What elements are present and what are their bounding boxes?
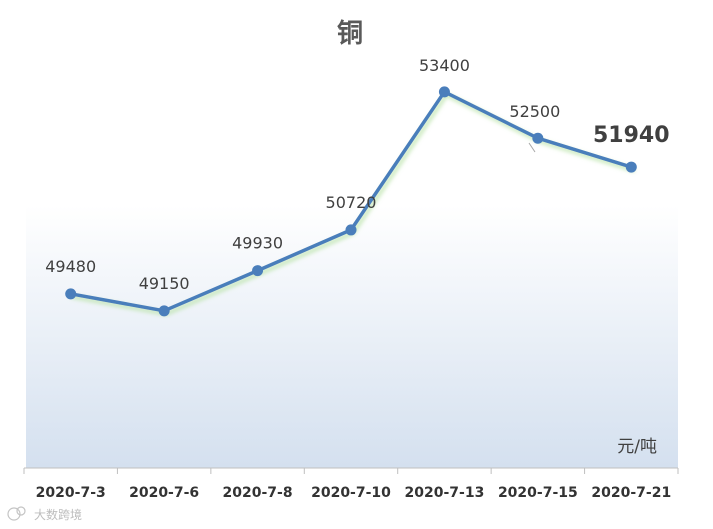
watermark-text: 大数跨境 bbox=[34, 507, 82, 522]
x-axis-labels: 2020-7-3 2020-7-6 2020-7-8 2020-7-10 2020-7-… bbox=[36, 485, 672, 501]
x-tick-label: 2020-7-6 bbox=[129, 485, 199, 501]
unit-label: 元/吨 bbox=[617, 437, 657, 457]
x-axis-ticks bbox=[23, 468, 679, 474]
x-tick-label: 2020-7-21 bbox=[591, 485, 671, 501]
data-point bbox=[252, 265, 264, 277]
data-point bbox=[158, 305, 170, 317]
leader-line bbox=[528, 142, 536, 153]
data-label: 49930 bbox=[232, 234, 283, 253]
data-point bbox=[438, 86, 450, 98]
plot-background bbox=[26, 30, 678, 468]
x-tick-label: 2020-7-13 bbox=[405, 485, 485, 501]
data-point bbox=[625, 161, 637, 173]
data-labels: 49480 49150 49930 50720 53400 52500 51940 bbox=[45, 56, 669, 293]
data-label: 52500 bbox=[509, 102, 560, 121]
data-label: 51940 bbox=[593, 123, 670, 148]
data-point bbox=[532, 132, 544, 144]
x-tick-label: 2020-7-15 bbox=[498, 485, 578, 501]
x-tick-label: 2020-7-10 bbox=[311, 485, 391, 501]
data-point bbox=[345, 224, 357, 236]
x-tick-label: 2020-7-3 bbox=[36, 485, 106, 501]
data-point bbox=[65, 288, 77, 300]
data-label: 50720 bbox=[326, 193, 377, 212]
watermark-logo bbox=[7, 506, 26, 521]
data-label: 49150 bbox=[139, 274, 190, 293]
data-label: 53400 bbox=[419, 56, 470, 75]
x-tick-label: 2020-7-8 bbox=[223, 485, 293, 501]
data-points bbox=[65, 86, 637, 317]
data-label: 49480 bbox=[45, 257, 96, 276]
chart-title: 铜 bbox=[337, 19, 363, 49]
watermark: 大数跨境 bbox=[7, 506, 82, 522]
